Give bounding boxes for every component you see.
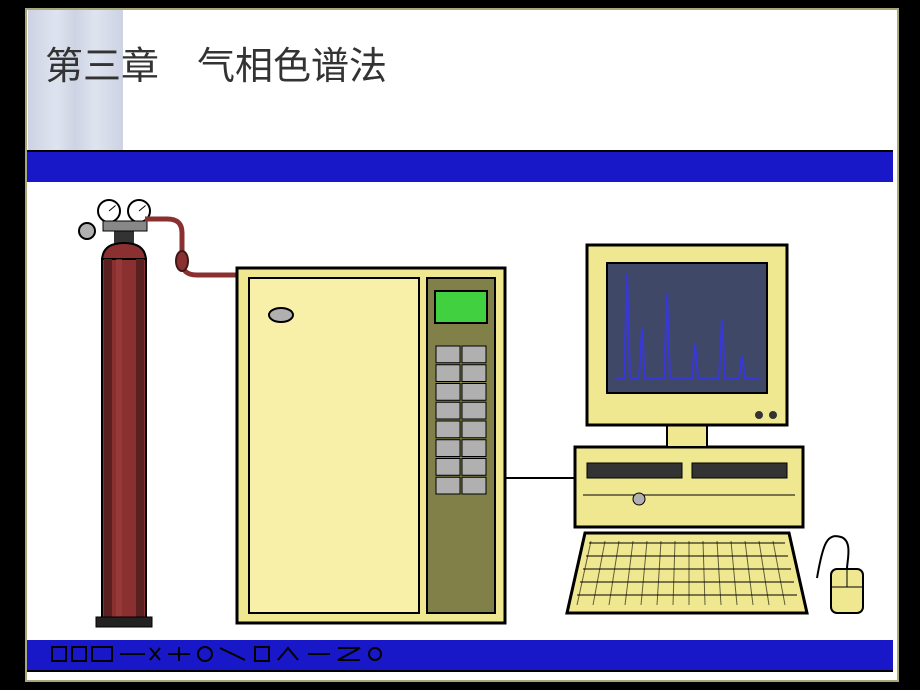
keypad-btn [436, 421, 460, 438]
regulator-body [103, 221, 147, 231]
diagram-area [27, 183, 893, 638]
monitor-knob-2 [769, 411, 777, 419]
gas-tube-outline [145, 219, 237, 275]
cylinder-base [96, 617, 152, 627]
bottom-scribble [50, 644, 410, 664]
pc-power-button [633, 493, 645, 505]
cylinder-shade-right [136, 259, 144, 623]
top-bar [27, 150, 893, 184]
keypad-btn [462, 346, 486, 363]
inline-valve [176, 251, 188, 271]
gc-vent [269, 308, 293, 322]
pc-base [575, 447, 803, 527]
slide-title: 第三章 气相色谱法 [45, 35, 387, 90]
gc-system-diagram [27, 183, 893, 638]
keypad-btn [462, 402, 486, 419]
regulator-knob [79, 223, 95, 239]
keypad-btn [462, 459, 486, 476]
keypad-btn [436, 384, 460, 401]
keypad-btn [436, 346, 460, 363]
gas-tube [145, 219, 237, 275]
monitor-screen [607, 263, 767, 393]
monitor-knob-1 [755, 411, 763, 419]
keypad-btn [436, 365, 460, 382]
keypad-btn [462, 440, 486, 457]
keypad-btn [462, 477, 486, 494]
gc-display [435, 291, 487, 323]
monitor-stand [667, 425, 707, 447]
keypad-btn [462, 365, 486, 382]
cylinder-shade-left [104, 259, 112, 623]
keypad-btn [436, 440, 460, 457]
keyboard [567, 533, 807, 613]
keypad-btn [462, 421, 486, 438]
pc-drive-1 [587, 463, 682, 478]
keypad-btn [436, 459, 460, 476]
keypad-btn [436, 402, 460, 419]
cylinder-highlight [116, 259, 122, 623]
keypad-btn [462, 384, 486, 401]
keypad-btn [436, 477, 460, 494]
gc-door [249, 278, 419, 613]
pc-drive-2 [692, 463, 787, 478]
